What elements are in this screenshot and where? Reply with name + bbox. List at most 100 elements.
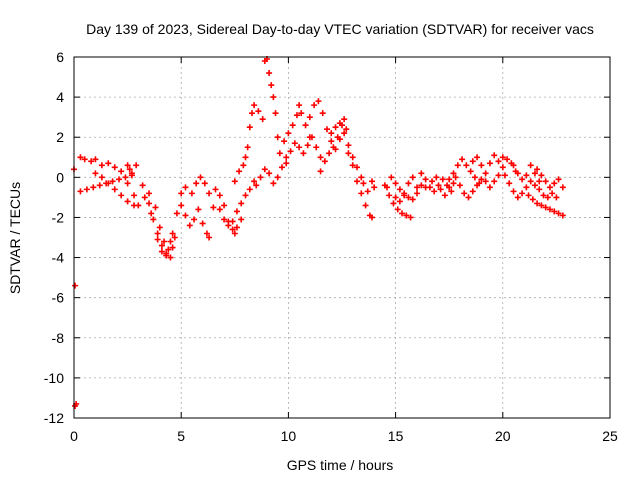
data-point	[399, 210, 406, 217]
data-point	[154, 230, 161, 237]
data-point	[216, 206, 223, 213]
data-point	[81, 156, 88, 163]
data-point	[161, 238, 168, 245]
data-point	[504, 156, 511, 163]
data-point	[523, 172, 530, 179]
data-point	[540, 192, 547, 199]
grid-lines	[74, 57, 610, 418]
data-point	[429, 178, 436, 185]
data-point	[551, 180, 558, 187]
data-point	[315, 98, 322, 105]
data-point	[407, 214, 414, 221]
y-tick-label: -2	[52, 209, 65, 225]
data-point	[386, 192, 393, 199]
data-point	[531, 170, 538, 177]
data-point	[231, 178, 238, 185]
data-point	[238, 216, 245, 223]
data-point	[523, 184, 530, 191]
data-point	[501, 172, 508, 179]
x-tick-label: 15	[388, 428, 404, 444]
data-point	[392, 180, 399, 187]
data-point	[388, 174, 395, 181]
data-point	[251, 102, 258, 109]
y-tick-label: 4	[56, 89, 64, 105]
y-tick-label: -10	[44, 370, 64, 386]
data-point	[529, 196, 536, 203]
data-point	[525, 192, 532, 199]
data-point	[266, 70, 273, 77]
y-tick-label: 0	[56, 169, 64, 185]
data-point	[171, 234, 178, 241]
data-point	[341, 116, 348, 123]
data-point	[98, 174, 105, 181]
data-point	[534, 166, 541, 173]
data-point	[182, 184, 189, 191]
data-point	[452, 174, 459, 181]
data-point	[253, 182, 260, 189]
data-point	[506, 180, 513, 187]
data-point	[341, 130, 348, 137]
data-point	[478, 176, 485, 183]
data-point	[163, 250, 170, 257]
data-point	[405, 180, 412, 187]
data-point	[471, 174, 478, 181]
data-point	[311, 102, 318, 109]
data-point	[285, 130, 292, 137]
data-point	[555, 176, 562, 183]
data-point	[362, 202, 369, 209]
data-point	[231, 230, 238, 237]
data-point	[96, 182, 103, 189]
data-point	[216, 192, 223, 199]
data-point	[536, 186, 543, 193]
data-point	[323, 126, 330, 133]
data-point	[83, 186, 90, 193]
y-tick-label: 6	[56, 49, 64, 65]
data-point	[122, 174, 129, 181]
data-point	[439, 176, 446, 183]
data-point	[469, 158, 476, 165]
data-point	[178, 190, 185, 197]
data-point	[88, 158, 95, 165]
x-tick-label: 10	[281, 428, 297, 444]
data-point	[536, 178, 543, 185]
data-point	[426, 184, 433, 191]
data-point	[546, 184, 553, 191]
data-point	[124, 198, 131, 205]
data-point	[118, 168, 125, 175]
data-point	[394, 206, 401, 213]
data-point	[236, 168, 243, 175]
data-point	[422, 176, 429, 183]
data-point	[441, 192, 448, 199]
data-point	[186, 222, 193, 229]
data-point	[289, 122, 296, 129]
data-point	[92, 170, 99, 177]
data-point	[229, 218, 236, 225]
data-point	[369, 214, 376, 221]
data-point	[384, 184, 391, 191]
data-point	[463, 162, 470, 169]
data-point	[206, 234, 213, 241]
data-point	[549, 190, 556, 197]
data-point	[193, 180, 200, 187]
data-point	[369, 178, 376, 185]
data-point	[414, 184, 421, 191]
data-point	[259, 116, 266, 123]
data-point	[150, 216, 157, 223]
data-point	[390, 200, 397, 207]
data-point	[270, 180, 277, 187]
data-point	[334, 134, 341, 141]
data-point	[510, 162, 517, 169]
data-point	[306, 114, 313, 121]
data-point	[221, 202, 228, 209]
data-point	[111, 164, 118, 171]
data-point	[287, 148, 294, 155]
data-point	[126, 166, 133, 173]
data-point	[534, 200, 541, 207]
data-point	[433, 174, 440, 181]
data-point	[248, 110, 255, 117]
data-point	[519, 176, 526, 183]
data-point	[131, 202, 138, 209]
data-point	[358, 174, 365, 181]
